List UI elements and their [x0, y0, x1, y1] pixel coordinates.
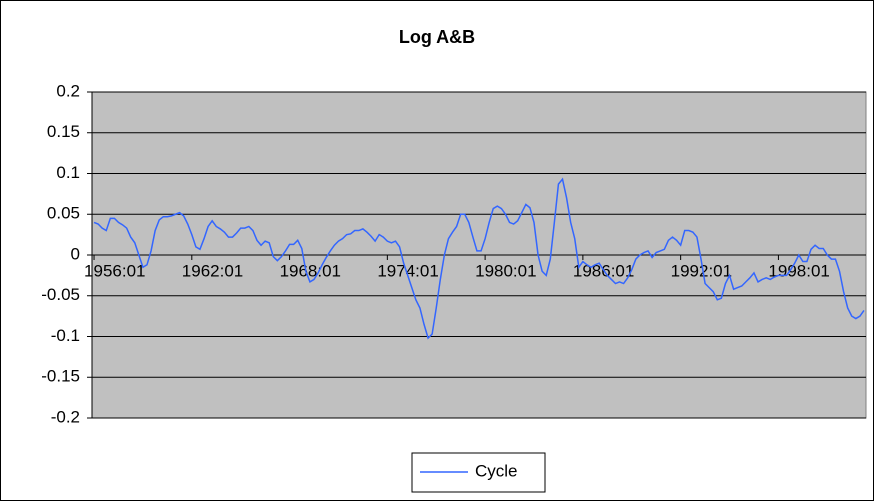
- y-tick-label: -0.1: [51, 326, 80, 345]
- x-tick-label: 1968:01: [280, 261, 341, 280]
- y-tick-label: 0.15: [47, 122, 80, 141]
- x-tick-label: 1956:01: [84, 261, 145, 280]
- legend-label: Cycle: [475, 461, 518, 480]
- y-tick-label: 0.2: [56, 81, 80, 100]
- x-tick-label: 1998:01: [768, 261, 829, 280]
- y-tick-label: -0.05: [41, 285, 80, 304]
- x-tick-label: 1962:01: [182, 261, 243, 280]
- x-tick-label: 1980:01: [475, 261, 536, 280]
- chart-title: Log A&B: [399, 27, 475, 47]
- y-tick-label: 0: [71, 244, 80, 263]
- x-tick-label: 1992:01: [671, 261, 732, 280]
- y-tick-label: -0.2: [51, 407, 80, 426]
- x-tick-label: 1974:01: [377, 261, 438, 280]
- y-tick-label: -0.15: [41, 367, 80, 386]
- y-tick-label: 0.05: [47, 204, 80, 223]
- line-series: [93, 177, 865, 340]
- y-tick-label: 0.1: [56, 163, 80, 182]
